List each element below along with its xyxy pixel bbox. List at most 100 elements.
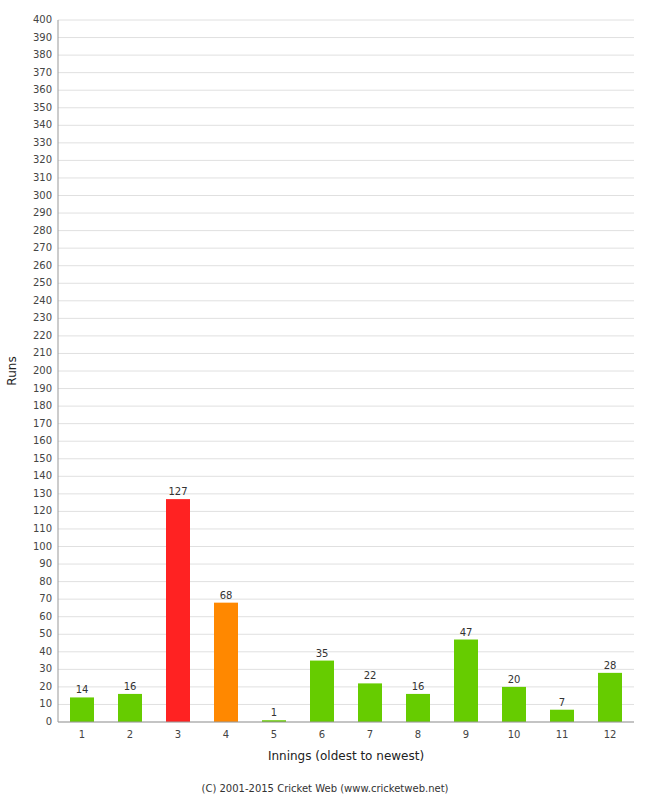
grid-line [58,406,634,407]
grid-line [58,300,634,301]
y-tick-label: 110 [33,523,52,534]
grid-line [58,177,634,178]
grid-line [58,493,634,494]
grid-line [58,230,634,231]
grid-line [58,318,634,319]
data-label: 35 [316,648,329,659]
y-tick-label: 240 [33,295,52,306]
y-tick-label: 60 [39,611,52,622]
grid-line [58,283,634,284]
bars [70,499,622,722]
y-tick-label: 350 [33,102,52,113]
y-tick-label: 20 [39,681,52,692]
grid-line [58,616,634,617]
y-tick-label: 380 [33,49,52,60]
grid-line [58,20,634,21]
y-tick-label: 210 [33,347,52,358]
y-tick-label: 50 [39,628,52,639]
y-tick-label: 270 [33,242,52,253]
bar [598,673,622,722]
grid-line [58,353,634,354]
x-tick-label: 2 [127,729,133,740]
data-labels: 14161276813522164720728 [76,486,617,718]
grid-line [58,37,634,38]
bar [550,710,574,722]
y-tick-label: 360 [33,84,52,95]
y-tick-label: 180 [33,400,52,411]
y-tick-label: 390 [33,32,52,43]
grid-line [58,704,634,705]
y-tick-label: 290 [33,207,52,218]
y-tick-label: 130 [33,488,52,499]
y-tick-label: 70 [39,593,52,604]
y-tick-label: 370 [33,67,52,78]
y-tick-label: 330 [33,137,52,148]
footer-note: (C) 2001-2015 Cricket Web (www.cricketwe… [202,783,449,794]
grid-line [58,686,634,687]
grid-line [58,634,634,635]
data-label: 127 [168,486,187,497]
grid-line [58,581,634,582]
grid-line [58,476,634,477]
data-label: 68 [220,590,233,601]
grid-line [58,125,634,126]
data-label: 16 [412,681,425,692]
data-label: 16 [124,681,137,692]
x-tick-label: 3 [175,729,181,740]
x-tick-label: 1 [79,729,85,740]
bar [502,687,526,722]
grid-line [58,564,634,565]
y-tick-label: 150 [33,453,52,464]
x-tick-label: 10 [508,729,521,740]
data-label: 14 [76,684,89,695]
x-tick-label: 8 [415,729,421,740]
y-tick-label: 280 [33,225,52,236]
data-label: 28 [604,660,617,671]
y-tick-label: 250 [33,277,52,288]
x-tick-label: 6 [319,729,325,740]
bar [70,697,94,722]
grid-line [58,371,634,372]
chart-container: 0102030405060708090100110120130140150160… [0,0,650,800]
grid-line [58,142,634,143]
y-tick-label: 190 [33,383,52,394]
grid-line [58,511,634,512]
y-tick-label: 90 [39,558,52,569]
grid-line [58,90,634,91]
y-tick-label: 400 [33,14,52,25]
x-axis: 123456789101112 [79,729,617,740]
x-axis-title: Innings (oldest to newest) [268,749,424,763]
y-tick-label: 40 [39,646,52,657]
bar [358,683,382,722]
y-tick-label: 310 [33,172,52,183]
grid-line [58,669,634,670]
x-tick-label: 7 [367,729,373,740]
y-tick-label: 200 [33,365,52,376]
grid-line [58,195,634,196]
y-tick-label: 260 [33,260,52,271]
y-grid [58,20,634,722]
grid-line [58,248,634,249]
data-label: 7 [559,697,565,708]
y-tick-label: 0 [46,716,52,727]
y-axis: 0102030405060708090100110120130140150160… [33,14,52,727]
bar [118,694,142,722]
bar [310,661,334,722]
grid-line [58,388,634,389]
bar [214,603,238,722]
y-tick-label: 10 [39,698,52,709]
grid-line [58,651,634,652]
x-tick-label: 5 [271,729,277,740]
x-tick-label: 12 [604,729,617,740]
grid-line [58,441,634,442]
y-tick-label: 120 [33,505,52,516]
grid-line [58,546,634,547]
x-tick-label: 4 [223,729,229,740]
x-tick-label: 9 [463,729,469,740]
bar [166,499,190,722]
grid-line [58,72,634,73]
grid-line [58,528,634,529]
grid-line [58,265,634,266]
y-tick-label: 230 [33,312,52,323]
grid-line [58,160,634,161]
